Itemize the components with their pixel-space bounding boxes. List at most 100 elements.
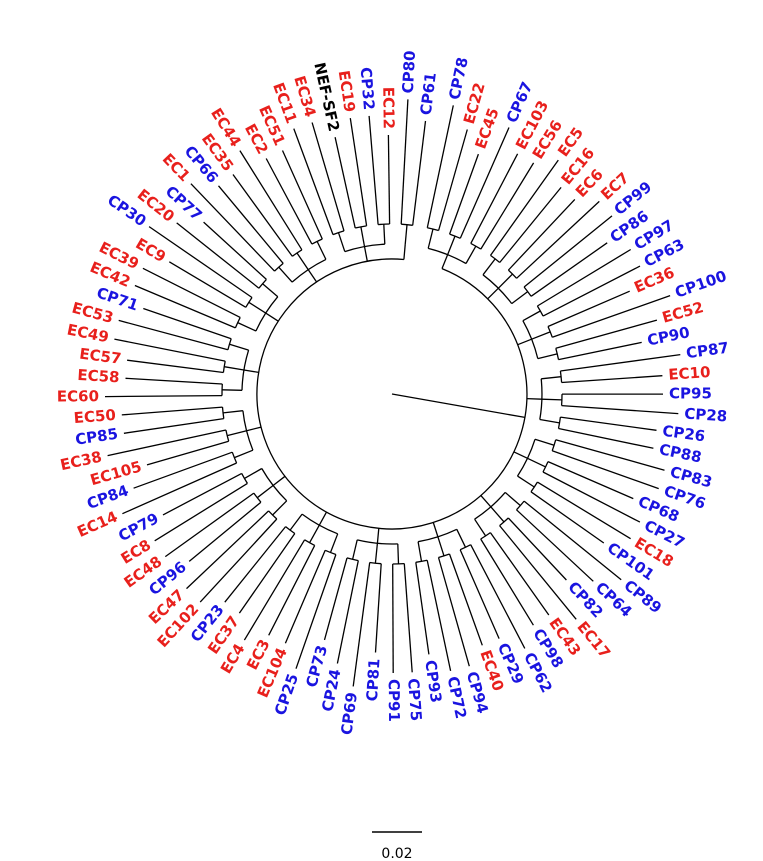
internal-branch	[272, 475, 286, 487]
internal-branch	[513, 451, 528, 459]
leaf-branch	[412, 120, 427, 226]
leaf-branch	[555, 439, 665, 471]
leaf-label-cp75: CP75	[404, 678, 425, 722]
leaf-branch	[127, 359, 224, 374]
internal-branch	[497, 273, 513, 289]
internal-branch	[517, 338, 532, 346]
tree-arc	[255, 296, 279, 332]
internal-branch	[487, 287, 499, 300]
leaf-branch	[558, 427, 654, 449]
leaf-branch	[523, 215, 613, 288]
leaf-label-cp87: CP87	[685, 339, 730, 363]
internal-branch	[404, 224, 408, 245]
leaf-label-ec50: EC50	[73, 406, 116, 427]
leaf-branch	[122, 462, 237, 515]
leaf-branch	[142, 267, 241, 318]
leaf-branch	[190, 183, 275, 272]
internal-branch	[296, 252, 309, 270]
internal-branch	[262, 283, 279, 298]
internal-branch	[227, 430, 247, 437]
leaf-branch	[114, 338, 226, 362]
leaf-branch	[146, 440, 229, 466]
leaf-branch	[334, 137, 356, 229]
leaf-branch	[284, 550, 326, 644]
leaf-branch	[125, 377, 223, 385]
internal-branch	[403, 244, 406, 260]
tree-arc	[241, 473, 248, 484]
internal-branch	[234, 449, 254, 459]
leaf-branch	[400, 99, 409, 225]
leaf-branch	[148, 226, 253, 299]
internal-branch	[441, 254, 449, 269]
tree-arc	[401, 223, 413, 226]
leaf-branch	[265, 158, 313, 245]
leaf-branch	[459, 127, 510, 239]
leaf-branch	[374, 563, 382, 653]
tree-arc	[332, 230, 345, 236]
leaf-branch	[199, 518, 278, 603]
leaf-label-ec36: EC36	[631, 263, 677, 296]
tree-branches	[104, 99, 681, 687]
leaf-branch	[232, 174, 293, 257]
leaf-branch	[323, 557, 348, 641]
leaf-branch	[104, 394, 223, 398]
tree-arc	[536, 305, 544, 317]
leaf-branch	[448, 553, 483, 646]
leaf-branch	[336, 560, 359, 664]
leaf-label-ec57: EC57	[78, 345, 122, 368]
leaf-branch	[555, 319, 658, 349]
leaf-branch	[551, 450, 659, 490]
leaf-branch	[203, 221, 267, 280]
internal-branch	[337, 232, 346, 252]
tree-arc	[516, 500, 525, 511]
internal-branch	[278, 266, 293, 283]
leaf-label-cp80: CP80	[399, 50, 419, 94]
leaf-branch	[239, 150, 303, 251]
leaf-branch	[293, 128, 334, 235]
internal-branch	[383, 224, 386, 245]
internal-branch	[539, 418, 560, 424]
leaf-branch	[368, 115, 379, 225]
leaf-branch	[448, 153, 480, 235]
internal-branch	[222, 389, 243, 391]
internal-branch	[243, 369, 259, 374]
internal-branch	[374, 543, 379, 564]
leaf-branch	[542, 471, 641, 523]
leaf-branch	[561, 404, 679, 415]
leaf-branch	[523, 500, 622, 581]
tree-arc	[522, 320, 539, 359]
leaf-branch	[507, 517, 567, 581]
leaf-branch	[133, 451, 233, 489]
leaf-branch	[218, 185, 284, 264]
internal-branch	[527, 457, 546, 468]
tree-arc	[474, 491, 506, 520]
internal-branch	[229, 343, 249, 351]
leaf-branch	[349, 118, 368, 226]
leaf-branch	[530, 491, 605, 544]
internal-branch	[482, 258, 496, 276]
leaf-label-cp32: CP32	[357, 66, 378, 110]
leaf-label-cp81: CP81	[363, 658, 384, 702]
internal-branch	[534, 438, 555, 446]
leaf-label-cp61: CP61	[417, 71, 440, 116]
leaf-branch	[311, 122, 345, 232]
leaf-branch	[352, 562, 371, 687]
internal-branch	[244, 467, 263, 479]
leaf-label-cp85: CP85	[74, 425, 119, 449]
leaf-branch	[387, 134, 391, 225]
internal-branch	[526, 397, 542, 400]
leaf-label-ec10: EC10	[668, 363, 711, 384]
leaf-branch	[537, 481, 631, 540]
internal-branch	[237, 322, 257, 332]
internal-branch	[248, 301, 267, 314]
leaf-label-cp28: CP28	[684, 405, 728, 426]
leaf-branch	[143, 307, 232, 340]
internal-branch	[360, 226, 366, 247]
leaf-branch	[489, 532, 550, 616]
tree-arc	[242, 410, 254, 451]
leaf-branch	[560, 416, 657, 431]
tree-arc	[225, 429, 230, 442]
leaf-branch	[558, 341, 642, 361]
leaf-branch	[437, 129, 468, 231]
